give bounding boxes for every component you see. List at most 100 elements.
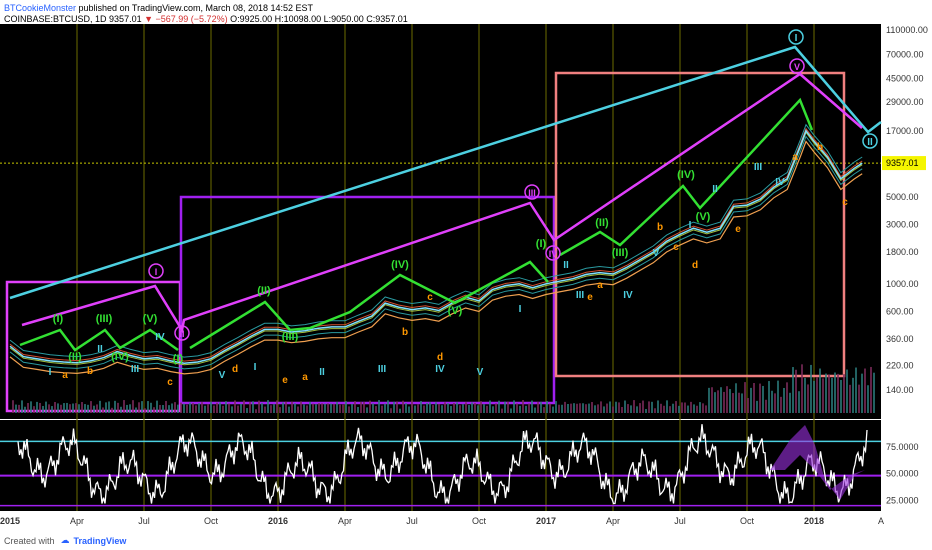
chart-header-symbol: COINBASE:BTCUSD, 1D 9357.01 ▼ −567.99 (−… xyxy=(4,14,408,24)
price-axis-tick-label: 70000.00 xyxy=(886,49,924,59)
volume-bar xyxy=(90,401,92,413)
volume-bar xyxy=(387,400,389,413)
green-wave-label: (III) xyxy=(96,313,113,325)
cyan-subwave-label: II xyxy=(97,344,103,355)
volume-bar xyxy=(867,385,869,413)
volume-bar xyxy=(702,403,704,413)
cyan-subwave-label: IV xyxy=(155,332,165,343)
wave-box-2017 xyxy=(554,71,846,378)
volume-bar xyxy=(162,405,164,413)
volume-bar xyxy=(198,403,200,413)
magenta-wave-line xyxy=(21,72,863,334)
volume-bar xyxy=(549,403,551,413)
orange-subwave-label: e xyxy=(587,292,593,303)
volume-bar xyxy=(744,382,746,413)
magenta-wave-label: I xyxy=(155,267,158,277)
volume-bar xyxy=(807,384,809,413)
volume-bar xyxy=(186,404,188,413)
price-axis-tick-label: 29000.00 xyxy=(886,97,924,107)
volume-bar xyxy=(531,400,533,413)
osc-axis-tick-label: 25.0000 xyxy=(886,495,919,505)
volume-bar xyxy=(165,401,167,413)
volume-bar xyxy=(234,400,236,413)
volume-bar xyxy=(678,405,680,413)
volume-bar xyxy=(126,404,128,413)
wave-box-2015 xyxy=(5,280,182,413)
volume-bar xyxy=(534,407,536,413)
cyan-subwave-label: I xyxy=(49,367,52,378)
volume-bar xyxy=(219,402,221,413)
volume-bar xyxy=(594,405,596,413)
volume-bar xyxy=(708,387,710,413)
volume-bar xyxy=(330,403,332,413)
magenta-label-circle xyxy=(174,325,190,341)
volume-bar xyxy=(456,402,458,413)
magenta-label-circle xyxy=(148,263,164,279)
green-wave-label: (II) xyxy=(257,285,271,297)
volume-bar xyxy=(435,402,437,413)
volume-bar xyxy=(120,406,122,413)
volume-bar xyxy=(168,405,170,413)
volume-bar xyxy=(840,379,842,413)
volume-bar xyxy=(750,387,752,413)
volume-bar xyxy=(810,364,812,413)
volume-bar xyxy=(318,403,320,413)
volume-bar xyxy=(483,404,485,413)
volume-bar xyxy=(789,392,791,413)
osc-axis-tick-label: 75.0000 xyxy=(886,442,919,452)
osc-line xyxy=(17,424,868,505)
volume-bar xyxy=(195,405,197,413)
volume-bar xyxy=(729,389,731,413)
volume-bar xyxy=(84,404,86,413)
volume-bar xyxy=(510,408,512,413)
cyan-wave-label: I xyxy=(795,33,798,44)
volume-bar xyxy=(282,402,284,413)
volume-bar xyxy=(171,403,173,413)
volume-bar xyxy=(144,408,146,413)
ribbon-lower xyxy=(9,135,863,370)
volume-bar xyxy=(558,404,560,413)
volume-bar xyxy=(798,391,800,413)
volume-bar xyxy=(495,403,497,413)
volume-bar xyxy=(243,400,245,413)
volume-bar xyxy=(567,403,569,413)
price-axis-tick-label: 600.00 xyxy=(886,306,914,316)
volume-bar xyxy=(843,374,845,413)
author-link[interactable]: BTCookieMonster xyxy=(4,3,77,13)
volume-bar xyxy=(816,377,818,413)
volume-bar xyxy=(783,387,785,413)
volume-bar xyxy=(543,407,545,413)
volume-bar xyxy=(393,401,395,413)
volume-bar xyxy=(486,405,488,413)
symbol-label: COINBASE:BTCUSD, 1D xyxy=(4,14,107,24)
magenta-wave-label: III xyxy=(528,188,536,198)
cyan-subwave-label: V xyxy=(653,248,660,259)
volume-bar xyxy=(288,406,290,413)
volume-bar xyxy=(561,404,563,413)
price-axis-tick-label: 110000.00 xyxy=(886,25,928,35)
cyan-subwave-label: IV xyxy=(775,177,785,188)
volume-bar xyxy=(492,406,494,413)
volume-bar xyxy=(699,402,701,413)
footer-brand[interactable]: TradingView xyxy=(73,535,127,546)
volume-bar xyxy=(204,405,206,413)
published-text: published on TradingView.com, March 08, … xyxy=(76,3,314,13)
volume-bar xyxy=(372,403,374,413)
volume-bar xyxy=(69,404,71,413)
volume-bar xyxy=(402,400,404,413)
cyan-subwave-label: III xyxy=(131,364,140,375)
volume-bar xyxy=(870,366,872,413)
volume-bar xyxy=(501,408,503,413)
volume-bar xyxy=(177,404,179,413)
volume-bar xyxy=(363,401,365,413)
volume-bar xyxy=(132,400,134,413)
volume-bar xyxy=(114,400,116,413)
orange-subwave-label: d xyxy=(692,260,698,271)
cyan-subwave-label: IV xyxy=(623,290,633,301)
volume-bar xyxy=(270,405,272,413)
volume-bar xyxy=(819,368,821,413)
cyan-subwave-label: III xyxy=(378,364,387,375)
volume-bar xyxy=(477,405,479,413)
volume-bar xyxy=(129,404,131,413)
